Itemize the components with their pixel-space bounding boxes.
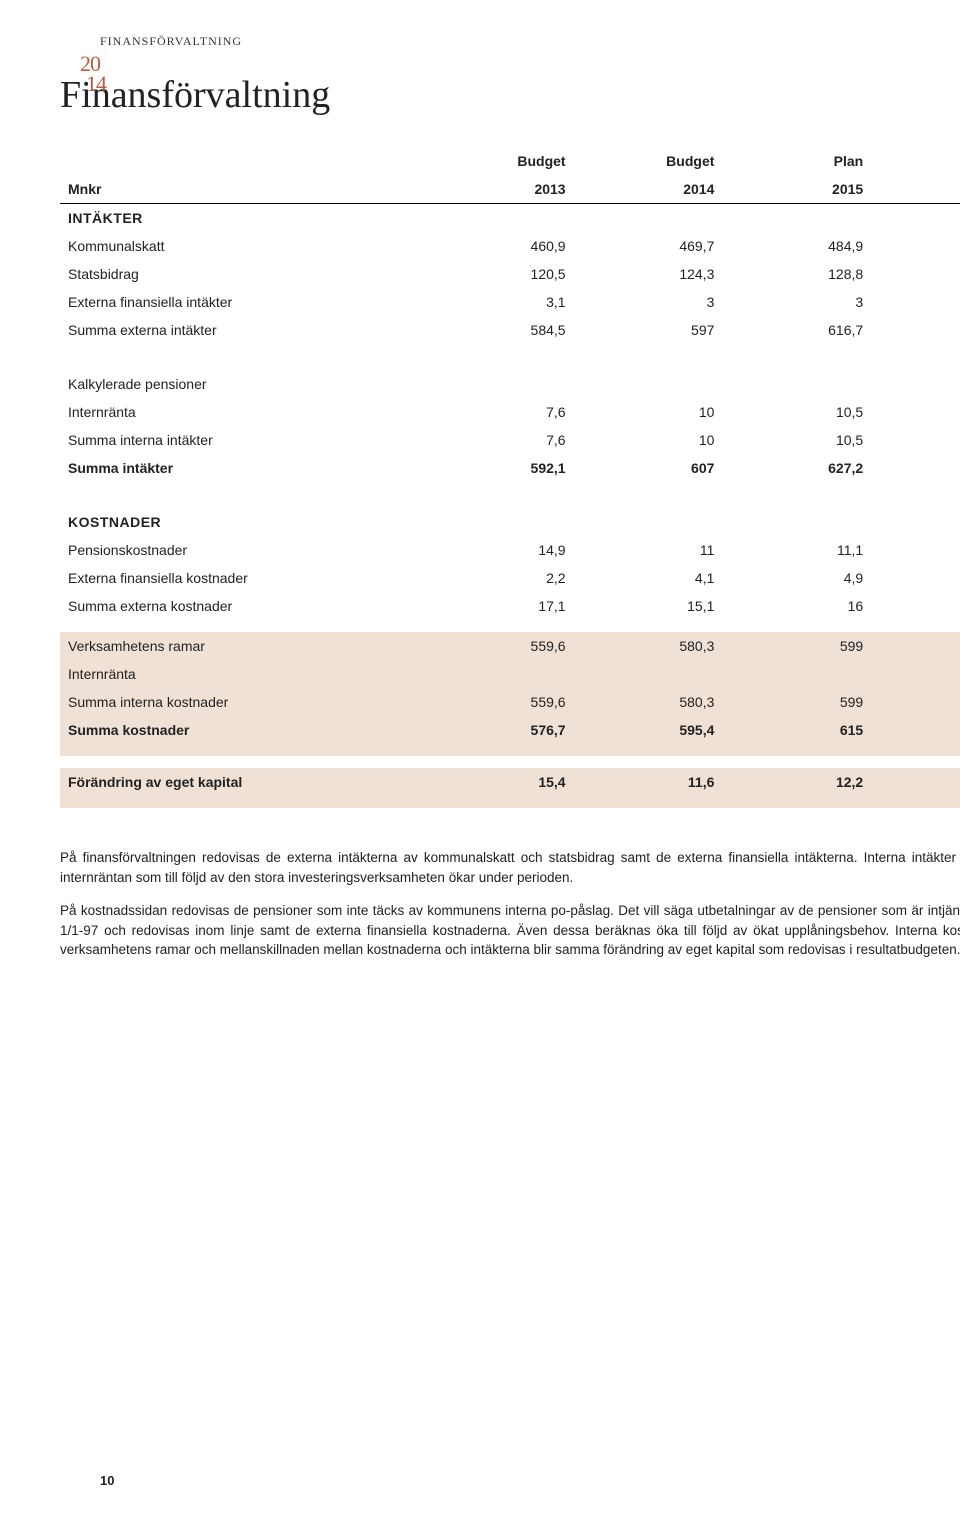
finance-table: Budget Budget Plan Plan Mnkr 2013 2014 2… <box>60 147 960 808</box>
section-intakter: INTÄKTER <box>60 204 960 233</box>
row-statsbidrag: Statsbidrag 120,5 124,3 128,8 129,5 <box>60 260 960 288</box>
row-internranta: Internränta 7,6 10 10,5 11,9 <box>60 398 960 426</box>
paragraph-2: På kostnadssidan redovisas de pensioner … <box>60 901 960 960</box>
row-summa-kostnader: Summa kostnader 576,7 595,4 615 638,5 <box>60 716 960 744</box>
row-externa-finansiella-kostnader: Externa finansiella kostnader 2,2 4,1 4,… <box>60 564 960 592</box>
row-summa-externa-intakter: Summa externa intäkter 584,5 597 616,7 6… <box>60 316 960 344</box>
row-verksamhetens-ramar: Verksamhetens ramar 559,6 580,3 599 620,… <box>60 632 960 660</box>
table-header-1: Budget Budget Plan Plan <box>60 147 960 175</box>
row-pensionskostnader: Pensionskostnader 14,9 11 11,1 13 <box>60 536 960 564</box>
section-kostnader: KOSTNADER <box>60 508 960 536</box>
page-number: 10 <box>100 1473 114 1488</box>
row-summa-interna-kostnader: Summa interna kostnader 559,6 580,3 599 … <box>60 688 960 716</box>
row-kommunalskatt: Kommunalskatt 460,9 469,7 484,9 506,8 <box>60 232 960 260</box>
year-tag: 20 14 <box>80 54 106 94</box>
paragraph-1: På finansförvaltningen redovisas de exte… <box>60 848 960 887</box>
table-header-2: Mnkr 2013 2014 2015 2016 <box>60 175 960 204</box>
row-summa-externa-kostnader: Summa externa kostnader 17,1 15,1 16 17,… <box>60 592 960 620</box>
row-kalkylerade-pensioner: Kalkylerade pensioner <box>60 370 960 398</box>
body-text: På finansförvaltningen redovisas de exte… <box>60 848 960 960</box>
row-externa-finansiella-intakter: Externa finansiella intäkter 3,1 3 3 3 <box>60 288 960 316</box>
row-forandring-eget-kapital: Förändring av eget kapital 15,4 11,6 12,… <box>60 768 960 796</box>
page-title: Finansförvaltning <box>60 73 960 117</box>
row-summa-intakter: Summa intäkter 592,1 607 627,2 651,2 <box>60 454 960 482</box>
row-internranta-2: Internränta <box>60 660 960 688</box>
row-summa-interna-intakter: Summa interna intäkter 7,6 10 10,5 11,9 <box>60 426 960 454</box>
section-label: FINANSFÖRVALTNING <box>100 34 960 49</box>
year-tag-line2: 14 <box>80 74 106 94</box>
